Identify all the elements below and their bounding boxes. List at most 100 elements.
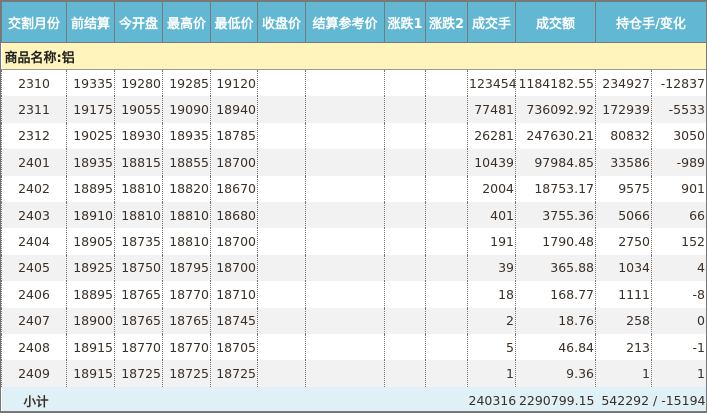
table-cell: 18895 (66, 281, 115, 308)
column-header[interactable]: 涨跌2 (425, 1, 468, 43)
table-cell: 365.88 (515, 254, 596, 282)
table-cell: 1 (467, 360, 516, 387)
table-cell: 2310 (1, 69, 67, 97)
table-cell: 18735 (114, 228, 163, 255)
table-cell: 18770 (114, 333, 163, 361)
table-cell: 46.84 (515, 333, 596, 361)
table-cell (305, 307, 385, 334)
table-cell (305, 96, 385, 123)
table-cell (384, 254, 426, 282)
table-cell: -1 (651, 333, 706, 361)
table-cell (425, 69, 468, 97)
table-row[interactable]: 2404 18905 18735 18810 18700 191 1790.48 2750 15… (1, 228, 706, 255)
table-cell: 2408 (1, 333, 67, 361)
table-row[interactable]: 2401 18935 18815 18855 18700 10439 97984.85 335… (1, 149, 706, 176)
table-cell: 2 (467, 307, 516, 334)
header-row: 交割月份 前结算 今开盘 最高价 最低价 收盘价 结算参考价 涨跌1 涨跌2 成交手 成交额 持仓手/… (1, 1, 706, 43)
table-cell (305, 228, 385, 255)
table-cell: 18820 (162, 175, 211, 202)
table-row[interactable]: 2402 18895 18810 18820 18670 2004 18753.17 9575… (1, 175, 706, 202)
table-cell: 5 (467, 333, 516, 361)
table-cell: -12837 (651, 69, 706, 97)
table-cell (425, 201, 468, 229)
column-header[interactable]: 结算参考价 (305, 1, 385, 43)
table-cell: 152 (651, 228, 706, 255)
table-row[interactable]: 2409 18915 18725 18725 18725 1 9.36 1 1 (1, 360, 706, 387)
table-cell: 18785 (210, 122, 258, 150)
table-cell: 4 (651, 254, 706, 282)
table-cell: 66 (651, 201, 706, 229)
table-cell: 1184182.55 (515, 69, 596, 97)
table-cell (257, 228, 306, 255)
column-header[interactable]: 今开盘 (114, 1, 163, 43)
table-cell: 19055 (114, 96, 163, 123)
product-name: 商品名称:铝 (1, 42, 706, 70)
table-cell: 18910 (66, 201, 115, 229)
table-cell: 213 (595, 333, 652, 361)
table-cell: 77481 (467, 96, 516, 123)
table-cell (384, 175, 426, 202)
table-cell (257, 281, 306, 308)
table-cell (425, 360, 468, 387)
table-cell (257, 96, 306, 123)
table-cell: 736092.92 (515, 96, 596, 123)
table-cell: 18 (467, 281, 516, 308)
column-header[interactable]: 最高价 (162, 1, 211, 43)
table-cell: 18753.17 (515, 175, 596, 202)
table-cell: 2402 (1, 175, 67, 202)
table-cell: 18935 (66, 149, 115, 176)
table-cell: 2004 (467, 175, 516, 202)
table-cell (305, 360, 385, 387)
table-cell: 33586 (595, 149, 652, 176)
column-header[interactable]: 涨跌1 (384, 1, 426, 43)
table-cell: 18855 (162, 149, 211, 176)
table-cell (425, 333, 468, 361)
table-row[interactable]: 2403 18910 18810 18810 18680 401 3755.36 5066 66 (1, 201, 706, 229)
table-row[interactable]: 2311 19175 19055 19090 18940 77481 736092.92 17… (1, 96, 706, 123)
column-header[interactable]: 最低价 (210, 1, 258, 43)
column-header[interactable]: 持仓手/变化 (595, 1, 706, 43)
table-cell: 39 (467, 254, 516, 282)
column-header[interactable]: 成交额 (515, 1, 596, 43)
table-cell (305, 281, 385, 308)
subtotal-turnover: 2290799.15 (515, 386, 596, 411)
table-cell: 18810 (162, 228, 211, 255)
table-cell: 18815 (114, 149, 163, 176)
table-row[interactable]: 2408 18915 18770 18770 18705 5 46.84 213 -1 (1, 333, 706, 361)
table-cell: 18680 (210, 201, 258, 229)
table-cell: 18700 (210, 254, 258, 282)
column-header[interactable]: 收盘价 (257, 1, 306, 43)
table-cell (257, 149, 306, 176)
table-cell: 18895 (66, 175, 115, 202)
table-cell: 18750 (114, 254, 163, 282)
table-cell: 9575 (595, 175, 652, 202)
table-cell: 18710 (210, 281, 258, 308)
table-cell: 18810 (162, 201, 211, 229)
table-cell: 1790.48 (515, 228, 596, 255)
table-row[interactable]: 2405 18925 18750 18795 18700 39 365.88 1034 4 (1, 254, 706, 282)
table-cell: 234927 (595, 69, 652, 97)
table-cell: 18900 (66, 307, 115, 334)
table-cell (384, 201, 426, 229)
table-cell: 2407 (1, 307, 67, 334)
table-cell (305, 122, 385, 150)
table-cell (425, 149, 468, 176)
table-cell: 18905 (66, 228, 115, 255)
table-cell: 2750 (595, 228, 652, 255)
column-header[interactable]: 前结算 (66, 1, 115, 43)
table-cell: 18940 (210, 96, 258, 123)
table-cell: 18670 (210, 175, 258, 202)
table-cell (305, 69, 385, 97)
column-header[interactable]: 交割月份 (1, 1, 67, 43)
column-header[interactable]: 成交手 (467, 1, 516, 43)
table-row[interactable]: 2406 18895 18765 18770 18710 18 168.77 1111 -8 (1, 281, 706, 308)
table-cell: -5533 (651, 96, 706, 123)
table-cell: 80832 (595, 122, 652, 150)
table-cell (384, 228, 426, 255)
table-row[interactable]: 2312 19025 18930 18935 18785 26281 247630.21 80… (1, 122, 706, 150)
table-row[interactable]: 2407 18900 18765 18765 18745 2 18.76 258 0 (1, 307, 706, 334)
table-cell (425, 122, 468, 150)
table-cell: 18770 (162, 281, 211, 308)
table-row[interactable]: 2310 19335 19280 19285 19120 123454 1184182.55… (1, 69, 706, 97)
